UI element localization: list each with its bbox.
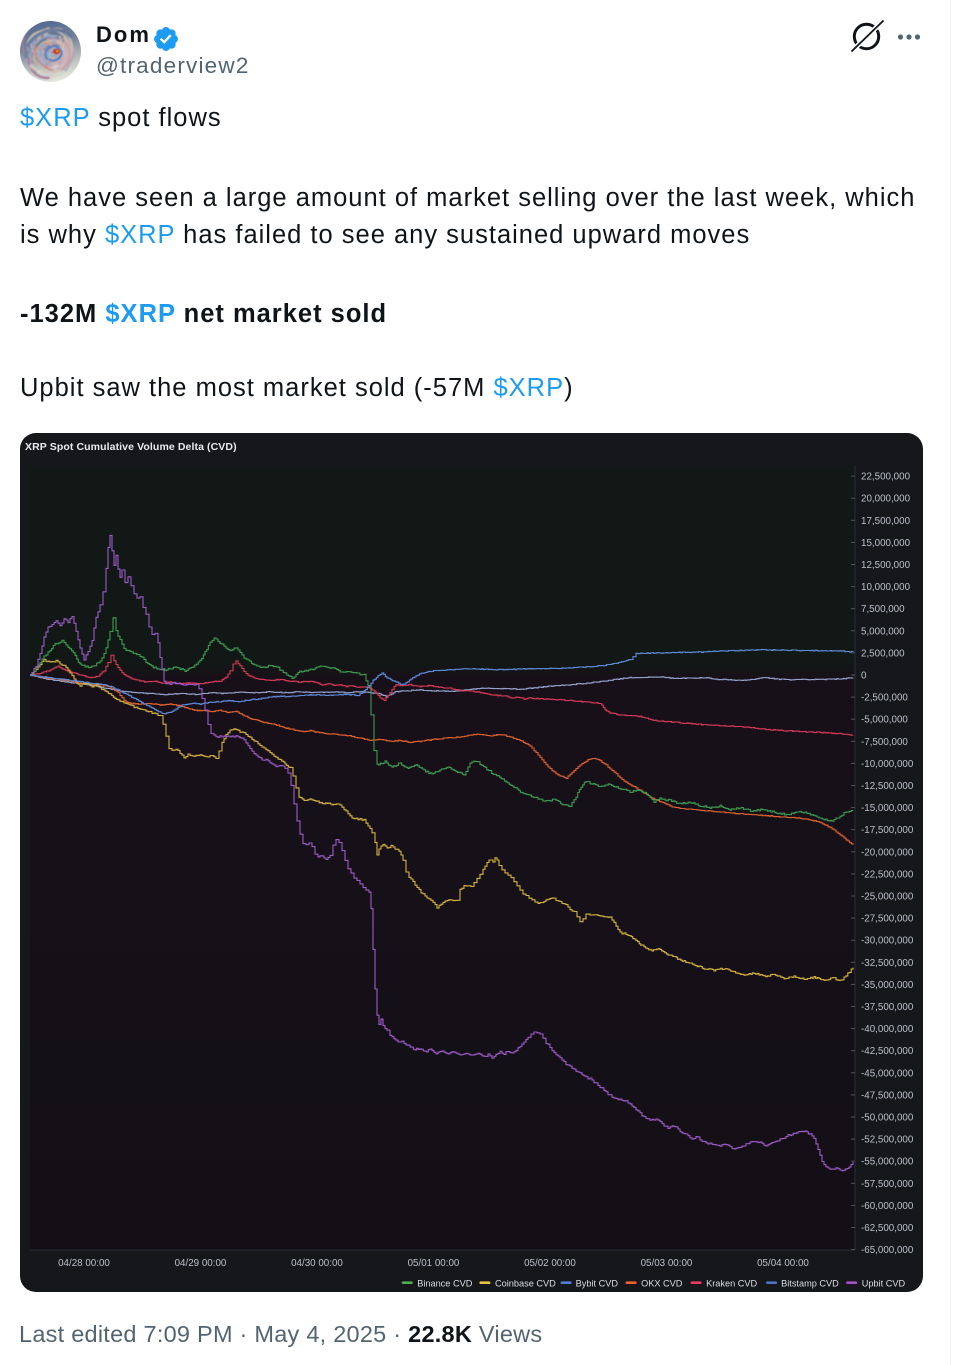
svg-text:05/03 00:00: 05/03 00:00 [641,1258,693,1269]
svg-text:5,000,000: 5,000,000 [861,626,905,637]
svg-text:2,500,000: 2,500,000 [861,648,905,659]
svg-text:-62,500,000: -62,500,000 [861,1223,914,1234]
svg-text:-50,000,000: -50,000,000 [861,1113,914,1124]
svg-text:10,000,000: 10,000,000 [861,582,911,593]
svg-text:15,000,000: 15,000,000 [861,538,911,549]
svg-text:-35,000,000: -35,000,000 [861,980,914,991]
svg-text:Bybit CVD: Bybit CVD [576,1279,619,1289]
svg-text:-20,000,000: -20,000,000 [861,847,914,858]
svg-text:05/02 00:00: 05/02 00:00 [524,1258,576,1269]
svg-text:-55,000,000: -55,000,000 [861,1157,914,1168]
svg-text:-27,500,000: -27,500,000 [861,914,914,925]
svg-text:04/30 00:00: 04/30 00:00 [291,1258,343,1269]
svg-text:-47,500,000: -47,500,000 [861,1090,914,1101]
svg-text:-30,000,000: -30,000,000 [861,936,914,947]
svg-text:Upbit CVD: Upbit CVD [862,1279,906,1289]
svg-text:OKX CVD: OKX CVD [641,1279,683,1289]
svg-text:-5,000,000: -5,000,000 [861,715,908,726]
svg-text:-10,000,000: -10,000,000 [861,759,914,770]
svg-text:-17,500,000: -17,500,000 [861,825,914,836]
svg-text:04/28 00:00: 04/28 00:00 [58,1258,110,1269]
svg-text:05/01 00:00: 05/01 00:00 [408,1258,460,1269]
svg-text:-2,500,000: -2,500,000 [861,693,908,704]
svg-text:-45,000,000: -45,000,000 [861,1068,914,1079]
svg-text:04/29 00:00: 04/29 00:00 [175,1258,227,1269]
svg-text:Kraken CVD: Kraken CVD [706,1279,757,1289]
svg-text:12,500,000: 12,500,000 [861,560,911,571]
svg-text:-40,000,000: -40,000,000 [861,1024,914,1035]
svg-text:20,000,000: 20,000,000 [861,494,911,505]
svg-text:-12,500,000: -12,500,000 [861,781,914,792]
svg-text:05/04 00:00: 05/04 00:00 [757,1258,809,1269]
svg-text:22,500,000: 22,500,000 [861,472,911,483]
svg-text:17,500,000: 17,500,000 [861,516,911,527]
svg-text:Bitstamp CVD: Bitstamp CVD [781,1279,839,1289]
svg-text:-15,000,000: -15,000,000 [861,803,914,814]
svg-text:-65,000,000: -65,000,000 [861,1245,914,1256]
svg-text:0: 0 [861,671,867,682]
svg-text:-42,500,000: -42,500,000 [861,1046,914,1057]
svg-text:-37,500,000: -37,500,000 [861,1002,914,1013]
svg-text:Binance CVD: Binance CVD [417,1279,473,1289]
svg-text:7,500,000: 7,500,000 [861,604,905,615]
svg-text:-57,500,000: -57,500,000 [861,1179,914,1190]
svg-text:-60,000,000: -60,000,000 [861,1201,914,1212]
svg-text:-22,500,000: -22,500,000 [861,869,914,880]
svg-text:-25,000,000: -25,000,000 [861,892,914,903]
svg-text:-7,500,000: -7,500,000 [861,737,908,748]
svg-text:-32,500,000: -32,500,000 [861,958,914,969]
svg-text:Coinbase CVD: Coinbase CVD [495,1279,556,1289]
svg-text:-52,500,000: -52,500,000 [861,1135,914,1146]
